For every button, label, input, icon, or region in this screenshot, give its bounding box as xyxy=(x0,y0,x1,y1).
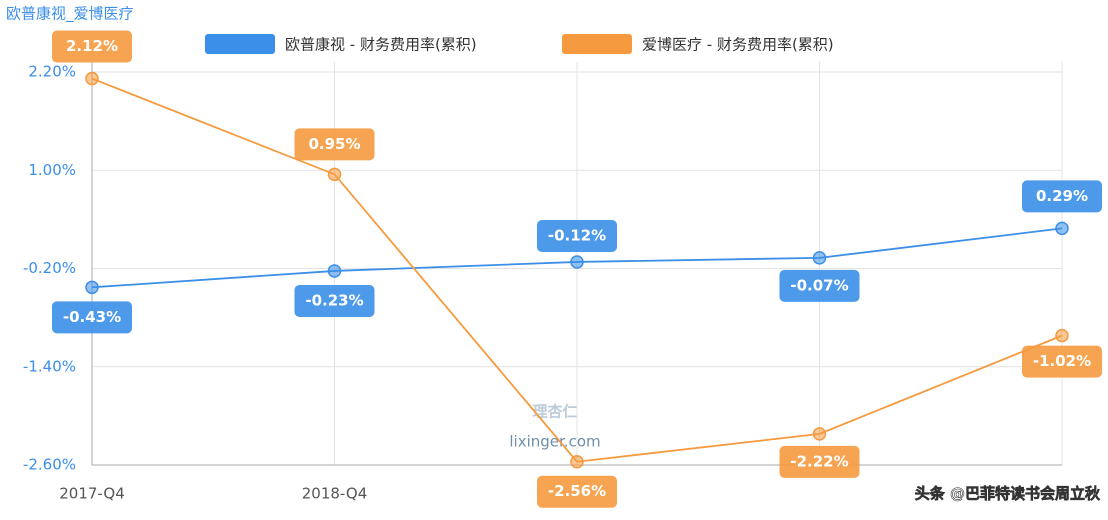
data-label-box xyxy=(52,30,132,63)
data-label-text: -2.22% xyxy=(790,452,848,470)
y-tick-label: 2.20% xyxy=(28,63,76,81)
data-label-text: -0.07% xyxy=(790,276,848,294)
legend-label: 欧普康视 - 财务费用率(累积) xyxy=(285,36,477,54)
data-label: -2.56% xyxy=(537,475,617,508)
data-point xyxy=(812,251,827,265)
x-tick-label: 2017-Q4 xyxy=(59,485,125,503)
legend-swatch xyxy=(562,34,632,54)
data-label-box xyxy=(537,475,617,508)
y-tick-label: -0.20% xyxy=(23,259,76,277)
data-point xyxy=(1055,328,1069,343)
data-label-text: -2.56% xyxy=(548,482,606,500)
data-label: 2.12% xyxy=(52,30,132,63)
data-label-text: 2.12% xyxy=(66,37,118,55)
data-point xyxy=(327,264,342,278)
data-point xyxy=(85,71,99,86)
data-point xyxy=(85,280,99,295)
data-label-text: 0.95% xyxy=(308,135,360,153)
data-label-box xyxy=(1022,180,1102,213)
data-label-text: -0.23% xyxy=(305,291,363,309)
data-label: -1.02% xyxy=(1022,345,1102,378)
data-label-box xyxy=(537,219,617,252)
data-label-text: -0.43% xyxy=(63,308,121,326)
x-tick-label: 2018-Q4 xyxy=(302,485,368,503)
data-label: 0.29% xyxy=(1022,180,1102,213)
data-label-box xyxy=(779,445,860,478)
data-point xyxy=(812,427,827,441)
data-point xyxy=(570,454,584,469)
watermark-logo: 理杏仁 xyxy=(532,403,577,421)
data-label-text: -1.02% xyxy=(1033,352,1091,370)
chart-title: 欧普康视_爱博医疗 xyxy=(6,5,134,24)
legend-label: 爱博医疗 - 财务费用率(累积) xyxy=(642,36,834,54)
data-label: -2.22% xyxy=(779,445,860,478)
data-label: 0.95% xyxy=(294,128,375,161)
data-label-box xyxy=(294,128,375,161)
data-point xyxy=(570,255,584,269)
data-point xyxy=(1055,221,1069,236)
watermark-credit: 头条 @巴菲特读书会周立秋 xyxy=(915,485,1101,503)
data-point xyxy=(327,167,342,182)
watermark-site: lixinger.com xyxy=(509,433,600,451)
data-label-box xyxy=(52,301,132,334)
data-label: -0.12% xyxy=(537,219,617,252)
y-tick-label: 1.00% xyxy=(28,161,76,179)
data-label: -0.07% xyxy=(779,269,860,302)
data-label: -0.43% xyxy=(52,301,132,334)
data-label-box xyxy=(294,284,375,317)
data-label-box xyxy=(779,269,860,302)
y-tick-label: -1.40% xyxy=(23,357,76,375)
legend-swatch xyxy=(205,34,275,54)
data-label-text: -0.12% xyxy=(548,226,606,244)
data-label: -0.23% xyxy=(294,284,375,317)
data-label-text: 0.29% xyxy=(1036,187,1088,205)
y-tick-label: -2.60% xyxy=(23,456,76,474)
data-label-box xyxy=(1022,345,1102,378)
